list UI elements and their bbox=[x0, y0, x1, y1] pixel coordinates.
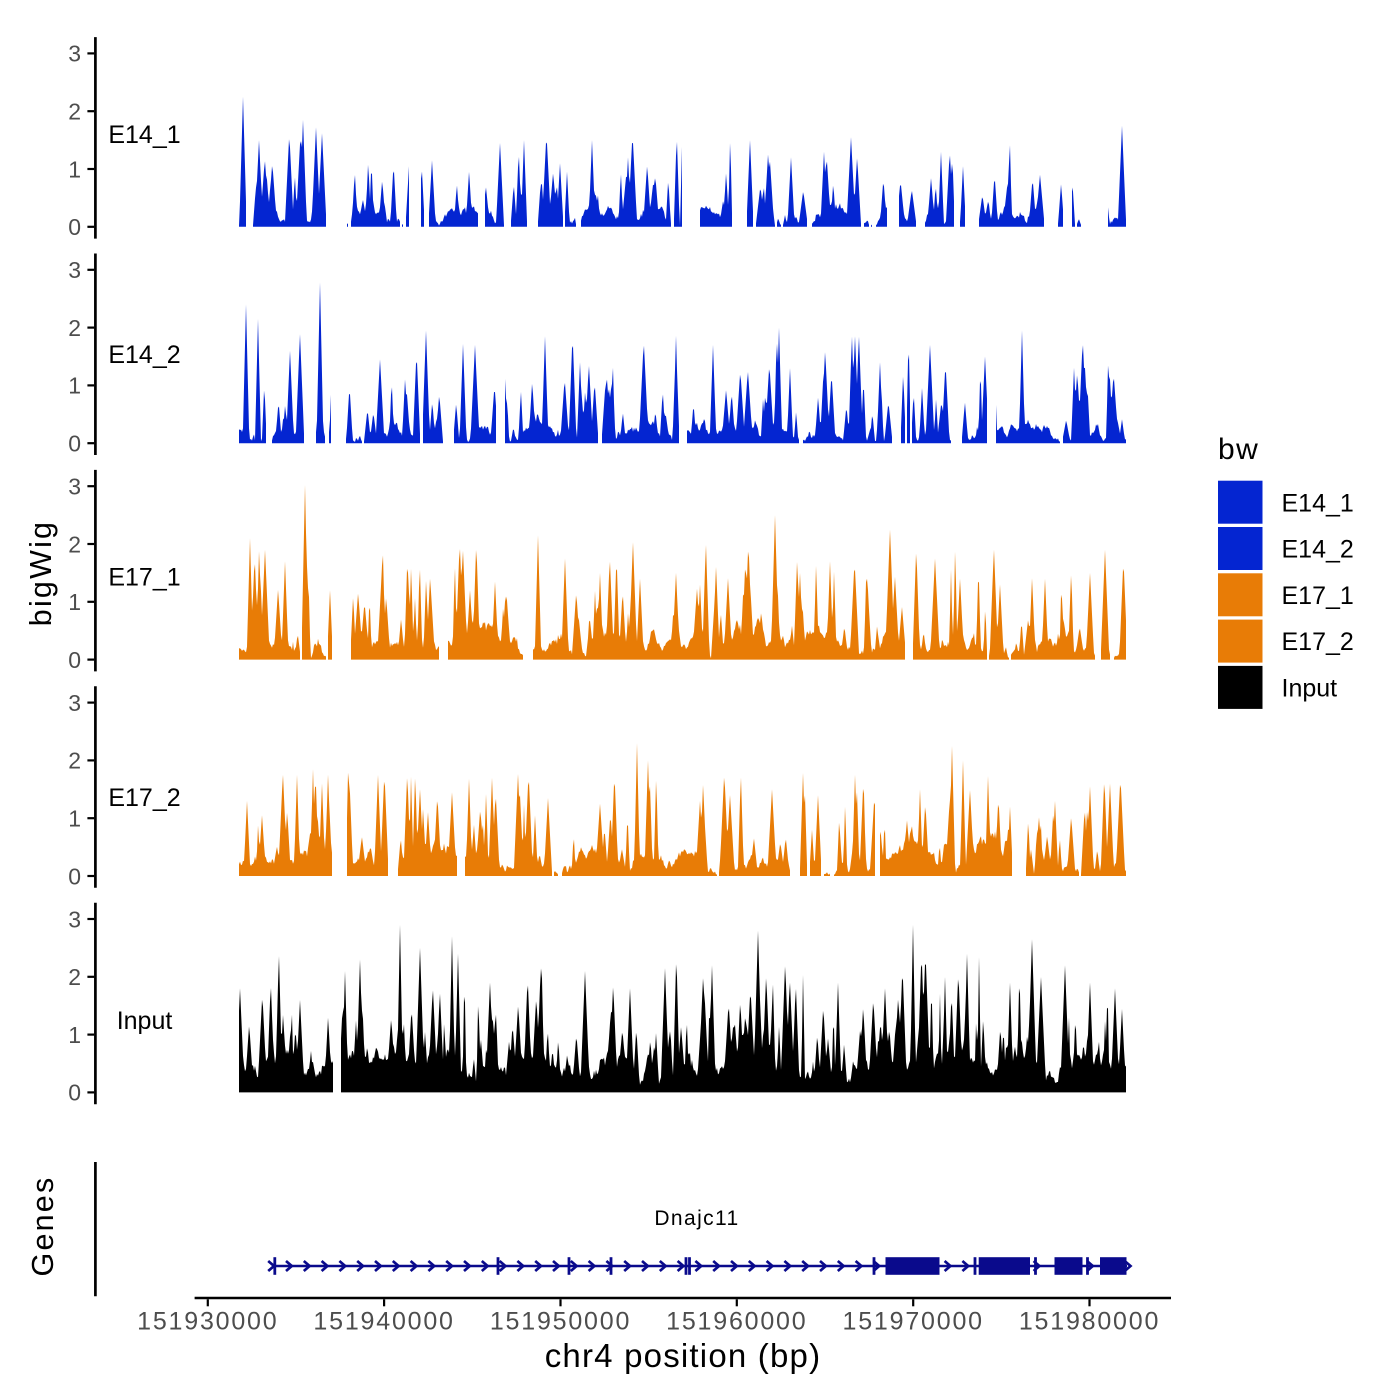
svg-text:Genes: Genes bbox=[26, 1176, 60, 1277]
svg-text:0: 0 bbox=[68, 214, 81, 240]
svg-text:E17_1: E17_1 bbox=[1282, 582, 1354, 610]
svg-text:2: 2 bbox=[68, 531, 81, 557]
svg-text:bigWig: bigWig bbox=[24, 520, 58, 626]
svg-text:2: 2 bbox=[68, 315, 81, 341]
svg-text:E14_1: E14_1 bbox=[108, 121, 180, 149]
svg-text:1: 1 bbox=[68, 156, 81, 182]
svg-text:bw: bw bbox=[1218, 433, 1259, 466]
svg-text:151980000: 151980000 bbox=[1019, 1308, 1160, 1336]
svg-text:E14_1: E14_1 bbox=[1282, 489, 1354, 517]
svg-text:2: 2 bbox=[68, 964, 81, 990]
svg-text:1: 1 bbox=[68, 1022, 81, 1048]
svg-text:2: 2 bbox=[68, 99, 81, 125]
svg-text:0: 0 bbox=[68, 863, 81, 889]
svg-text:3: 3 bbox=[68, 690, 81, 716]
svg-text:1: 1 bbox=[68, 806, 81, 832]
svg-text:3: 3 bbox=[68, 906, 81, 932]
svg-text:Input: Input bbox=[117, 1007, 173, 1035]
svg-text:151960000: 151960000 bbox=[666, 1308, 807, 1336]
svg-text:E17_1: E17_1 bbox=[108, 563, 180, 591]
svg-text:E14_2: E14_2 bbox=[1282, 536, 1354, 564]
svg-text:E17_2: E17_2 bbox=[108, 784, 180, 812]
svg-text:0: 0 bbox=[68, 431, 81, 457]
svg-text:151970000: 151970000 bbox=[843, 1308, 984, 1336]
svg-text:1: 1 bbox=[68, 589, 81, 615]
svg-text:Input: Input bbox=[1282, 675, 1338, 703]
svg-text:2: 2 bbox=[68, 748, 81, 774]
svg-text:3: 3 bbox=[68, 257, 81, 283]
svg-text:E17_2: E17_2 bbox=[1282, 628, 1354, 656]
svg-text:1: 1 bbox=[68, 373, 81, 399]
svg-text:3: 3 bbox=[68, 41, 81, 67]
svg-text:chr4 position (bp): chr4 position (bp) bbox=[545, 1337, 822, 1374]
svg-text:0: 0 bbox=[68, 647, 81, 673]
svg-text:Dnajc11: Dnajc11 bbox=[654, 1207, 739, 1230]
svg-text:151950000: 151950000 bbox=[490, 1308, 631, 1336]
svg-text:0: 0 bbox=[68, 1080, 81, 1106]
svg-text:151930000: 151930000 bbox=[137, 1308, 278, 1336]
svg-text:3: 3 bbox=[68, 474, 81, 500]
svg-text:151940000: 151940000 bbox=[313, 1308, 454, 1336]
svg-text:E14_2: E14_2 bbox=[108, 341, 180, 369]
